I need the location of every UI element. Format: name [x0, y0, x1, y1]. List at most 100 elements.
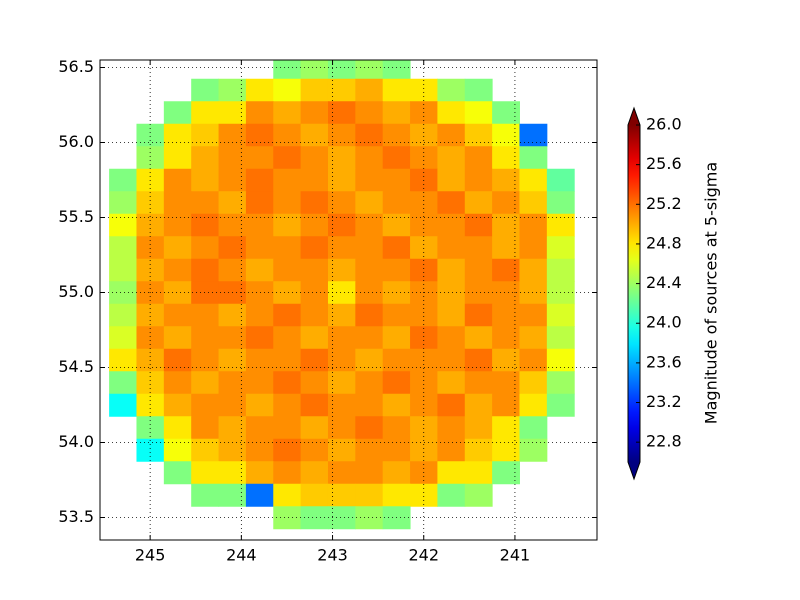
heat-cell	[437, 416, 466, 440]
heat-cell	[410, 213, 438, 237]
heat-cell	[519, 146, 548, 170]
heat-cell	[464, 78, 493, 102]
heat-cell	[355, 483, 384, 507]
heat-cell	[519, 168, 548, 192]
heat-cell	[300, 506, 329, 530]
heat-cell	[300, 213, 329, 237]
heat-cell	[464, 236, 493, 260]
heat-cell	[327, 393, 356, 417]
x-tick-label: 244	[226, 546, 257, 565]
heat-cell	[464, 101, 493, 125]
heat-cell	[437, 303, 466, 327]
heat-cell	[191, 416, 220, 440]
heat-cell	[327, 60, 356, 80]
heat-cell	[300, 191, 329, 215]
heat-cell	[519, 303, 548, 327]
heat-cell	[519, 438, 548, 462]
colorbar-tick-label: 24.8	[646, 233, 682, 252]
heat-cell	[218, 213, 247, 237]
heat-cell	[437, 191, 466, 215]
heat-cell	[163, 416, 192, 440]
heat-cell	[136, 326, 165, 350]
axes: 245 244 243 242 241 53.5 54.0 54.5 55.0 55.5 56.0 5…	[58, 57, 681, 565]
heat-cell	[355, 258, 384, 282]
heat-cell	[136, 303, 165, 327]
heat-cell	[300, 258, 329, 282]
heat-cell	[109, 236, 137, 260]
heat-cell	[355, 461, 384, 485]
heat-cell	[546, 371, 575, 395]
heat-cell	[163, 258, 192, 282]
heat-cell	[136, 416, 165, 440]
heat-cell	[245, 281, 274, 305]
heat-cell	[327, 168, 356, 192]
heat-cell	[355, 78, 384, 102]
heat-cell	[136, 371, 165, 395]
heat-cell	[437, 258, 466, 282]
heat-cell	[273, 371, 302, 395]
heat-cell	[327, 281, 356, 305]
y-tick-label: 55.0	[58, 282, 94, 301]
heat-cell	[437, 348, 466, 372]
colorbar-tick-label: 24.4	[646, 273, 682, 292]
heat-cell	[519, 393, 548, 417]
heat-cell	[410, 483, 438, 507]
heat-cell	[327, 371, 356, 395]
heat-cell	[464, 123, 493, 147]
heat-cell	[382, 258, 411, 282]
heat-cell	[492, 438, 520, 462]
heat-cell	[191, 191, 220, 215]
heat-cell	[382, 78, 411, 102]
heat-cell	[300, 326, 329, 350]
heat-cell	[382, 191, 411, 215]
heat-cell	[245, 326, 274, 350]
heat-cell	[327, 326, 356, 350]
heat-cell	[273, 281, 302, 305]
heat-cell	[136, 438, 165, 462]
heat-cell	[546, 258, 575, 282]
heat-cell	[300, 461, 329, 485]
heat-cell	[300, 371, 329, 395]
heat-cell	[464, 191, 493, 215]
heat-cell	[163, 168, 192, 192]
heat-cell	[218, 258, 247, 282]
heat-cell	[437, 461, 466, 485]
heat-cell	[163, 281, 192, 305]
x-tick-label: 242	[408, 546, 439, 565]
heat-cell	[327, 78, 356, 102]
heat-cell	[519, 348, 548, 372]
heat-cell	[109, 281, 137, 305]
heat-cell	[163, 146, 192, 170]
y-tick-label: 56.5	[58, 57, 94, 76]
heat-cell	[382, 123, 411, 147]
heat-cell	[109, 258, 137, 282]
heat-cell	[245, 303, 274, 327]
x-tick-label: 243	[317, 546, 348, 565]
heat-cell	[136, 191, 165, 215]
heat-cell	[327, 236, 356, 260]
heat-cell	[492, 123, 520, 147]
heat-cell	[191, 258, 220, 282]
heat-cell	[410, 303, 438, 327]
colorbar-extend-bottom	[628, 462, 640, 479]
heat-cell	[273, 348, 302, 372]
heat-cell	[546, 191, 575, 215]
heat-cell	[492, 416, 520, 440]
heat-cell	[355, 371, 384, 395]
heat-cell	[300, 236, 329, 260]
heat-cell	[273, 146, 302, 170]
heat-cell	[492, 461, 520, 485]
heat-cell	[300, 146, 329, 170]
heat-cell	[410, 416, 438, 440]
heat-cell	[464, 146, 493, 170]
heat-cell	[355, 123, 384, 147]
heat-cell	[382, 303, 411, 327]
heat-cell	[191, 168, 220, 192]
heat-cell	[300, 101, 329, 125]
heat-cell	[273, 168, 302, 192]
heat-cell	[245, 258, 274, 282]
heat-cell	[109, 371, 137, 395]
heat-cell	[519, 123, 548, 147]
heat-cell	[382, 483, 411, 507]
heat-cell	[273, 191, 302, 215]
